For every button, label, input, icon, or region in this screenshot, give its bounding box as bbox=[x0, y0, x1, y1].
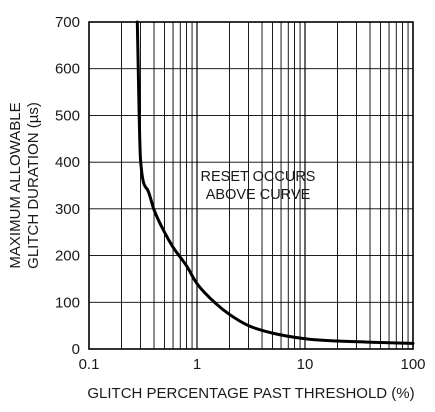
plot-border bbox=[88, 21, 414, 350]
y-tick-labels: 0 100 200 300 400 500 600 700 bbox=[55, 14, 80, 358]
x-tick-label: 1 bbox=[193, 356, 201, 373]
x-tick-label: 100 bbox=[400, 356, 425, 373]
x-axis-label: GLITCH PERCENTAGE PAST THRESHOLD (%) bbox=[87, 385, 414, 402]
annotation-line-1: RESET OCCURS bbox=[201, 169, 316, 185]
y-tick-label: 100 bbox=[55, 294, 80, 311]
y-axis-label-line-2: GLITCH DURATION (µs) bbox=[25, 102, 42, 269]
x-tick-label: 0.1 bbox=[79, 356, 100, 373]
annotation-line-2: ABOVE CURVE bbox=[206, 187, 311, 203]
y-axis-label-line-1: MAXIMUM ALLOWABLE bbox=[7, 102, 24, 268]
y-tick-label: 300 bbox=[55, 201, 80, 218]
y-tick-label: 700 bbox=[55, 14, 80, 31]
curve-group bbox=[135, 20, 415, 345]
y-tick-label: 600 bbox=[55, 61, 80, 78]
grid-lines bbox=[89, 22, 413, 349]
y-tick-label: 400 bbox=[55, 154, 80, 171]
x-tick-labels: 0.1 1 10 100 bbox=[79, 356, 426, 373]
threshold-curve bbox=[135, 20, 415, 345]
x-tick-label: 10 bbox=[297, 356, 314, 373]
y-tick-label: 200 bbox=[55, 248, 80, 265]
y-tick-label: 0 bbox=[72, 341, 80, 358]
y-tick-label: 500 bbox=[55, 107, 80, 124]
